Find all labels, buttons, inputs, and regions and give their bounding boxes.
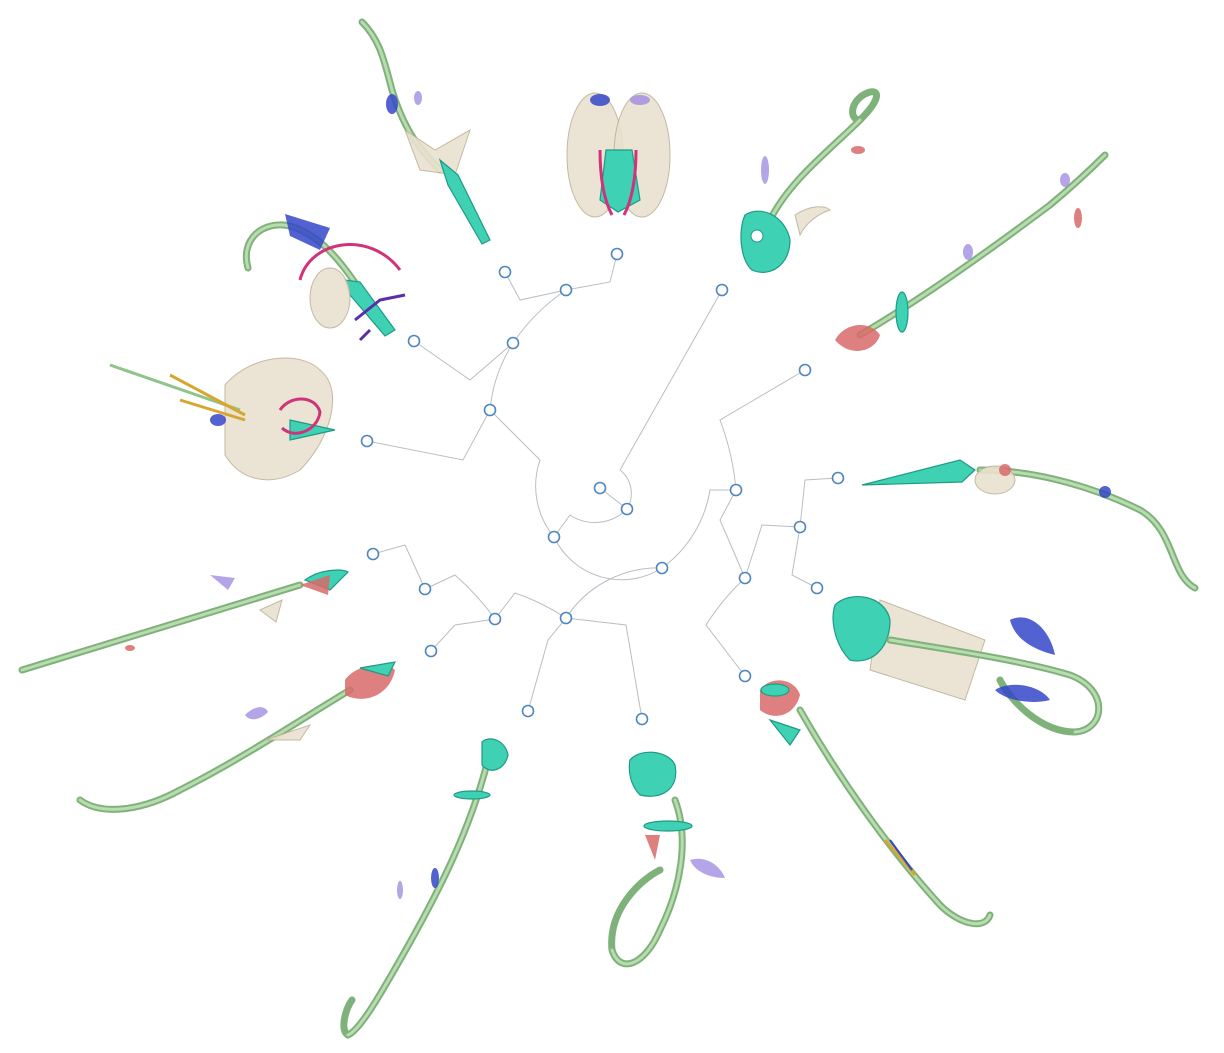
- tree-node[interactable]: [547, 530, 561, 544]
- tree-leaf[interactable]: [635, 712, 649, 726]
- specimen-top-right-hook: [740, 88, 880, 273]
- tree-leaf[interactable]: [360, 434, 374, 448]
- specimen-top-center: [566, 92, 671, 218]
- specimen-top-left-long: [358, 18, 491, 245]
- tree-node[interactable]: [483, 403, 497, 417]
- tree-nodes: [360, 247, 845, 726]
- specimen-bottom-center-loop: [608, 751, 725, 968]
- tree-branches: [366, 253, 839, 720]
- specimen-right-diagonal: [835, 151, 1109, 351]
- tree-node[interactable]: [593, 481, 607, 495]
- specimen-left-fan: [109, 357, 336, 481]
- specimen-lower-left-long: [18, 569, 350, 674]
- tree-node[interactable]: [559, 611, 573, 625]
- specimen-images: [18, 18, 1199, 1039]
- tree-leaf[interactable]: [738, 669, 752, 683]
- tree-leaf[interactable]: [610, 247, 624, 261]
- tree-node[interactable]: [506, 336, 520, 350]
- tree-leaf[interactable]: [407, 334, 421, 348]
- specimen-left-winged: [242, 214, 406, 342]
- tree-leaf[interactable]: [715, 283, 729, 297]
- specimen-right-loop: [832, 596, 1103, 736]
- tree-node[interactable]: [488, 612, 502, 626]
- specimen-lower-left-curve: [76, 661, 397, 813]
- tree-leaf[interactable]: [521, 704, 535, 718]
- tree-node[interactable]: [729, 483, 743, 497]
- specimen-right-spiky: [861, 459, 1199, 592]
- tree-node[interactable]: [418, 582, 432, 596]
- tree-node[interactable]: [620, 502, 634, 516]
- tree-leaf[interactable]: [366, 547, 380, 561]
- tree-leaf[interactable]: [810, 581, 824, 595]
- tree-leaf[interactable]: [831, 471, 845, 485]
- tree-node[interactable]: [738, 571, 752, 585]
- specimen-bottom-right-diagonal: [760, 680, 994, 928]
- tree-node[interactable]: [655, 561, 669, 575]
- tree-leaf[interactable]: [498, 265, 512, 279]
- tree-leaf[interactable]: [798, 363, 812, 377]
- tree-node[interactable]: [793, 520, 807, 534]
- tree-node[interactable]: [559, 283, 573, 297]
- specimen-bottom-left-hook: [340, 738, 509, 1039]
- tree-leaf[interactable]: [424, 644, 438, 658]
